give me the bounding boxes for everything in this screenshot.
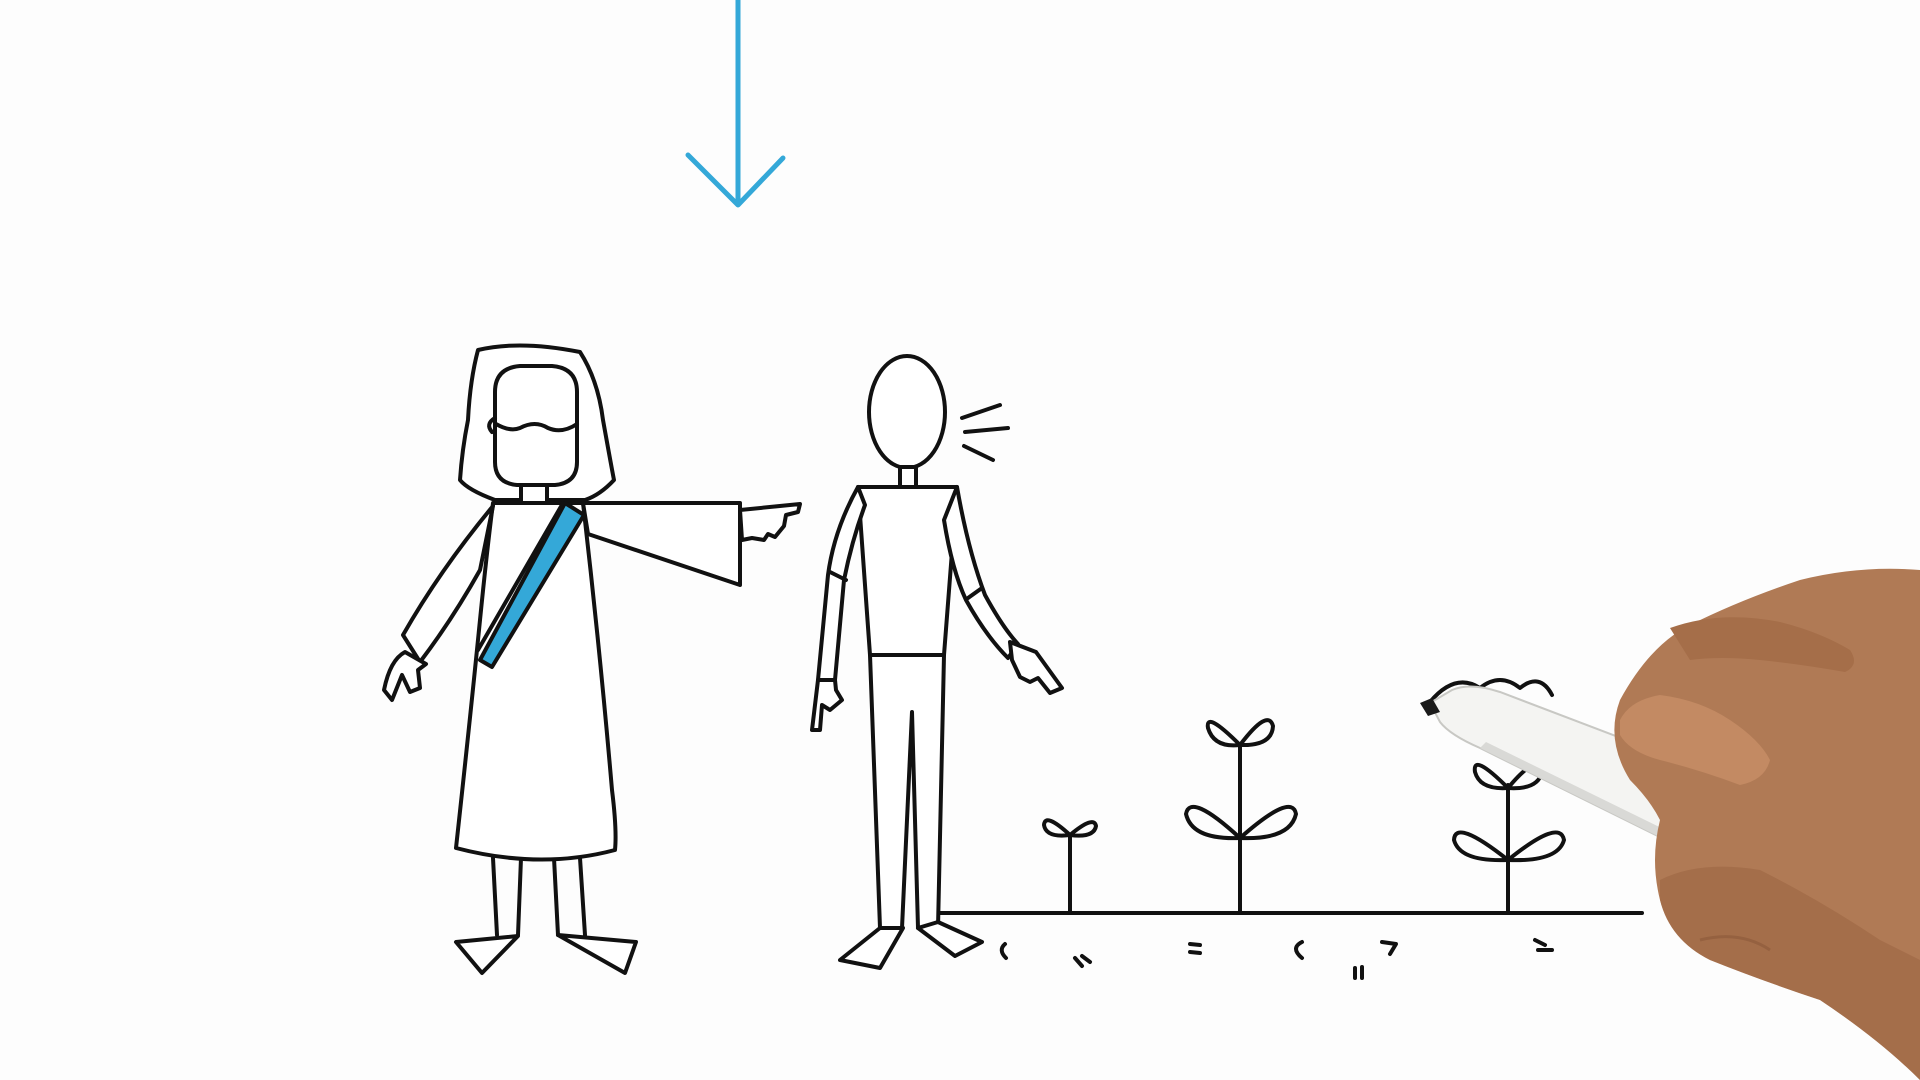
sash-edge bbox=[476, 501, 565, 652]
right-hand bbox=[1008, 640, 1064, 695]
torso bbox=[856, 485, 959, 657]
index-finger bbox=[1670, 617, 1854, 672]
ear bbox=[487, 416, 497, 434]
hand-holding-marker bbox=[1420, 568, 1920, 1080]
left-leg bbox=[491, 856, 523, 937]
right-foot bbox=[556, 933, 638, 975]
palm-shade bbox=[1660, 866, 1920, 1080]
pointing-hand bbox=[738, 502, 802, 542]
left-elbow bbox=[828, 570, 848, 582]
mustache bbox=[494, 422, 579, 433]
neck bbox=[519, 483, 549, 505]
neck bbox=[898, 465, 918, 489]
right-sleeve bbox=[581, 501, 742, 587]
robed-figure-pointing bbox=[382, 343, 802, 975]
left-hand bbox=[382, 650, 428, 702]
ground-marks bbox=[999, 938, 1554, 980]
down-arrow-icon bbox=[685, 0, 786, 208]
thumb bbox=[1620, 695, 1770, 785]
left-foot bbox=[838, 926, 905, 970]
right-leg bbox=[552, 856, 587, 937]
plant-sprouts bbox=[1042, 678, 1566, 915]
right-arm bbox=[942, 485, 1020, 660]
right-foot bbox=[916, 920, 984, 958]
medium-sprout bbox=[1184, 718, 1298, 915]
small-sprout bbox=[1042, 818, 1098, 915]
speech-lines bbox=[960, 403, 1010, 462]
head bbox=[867, 354, 947, 470]
right-elbow bbox=[966, 586, 984, 600]
left-arm bbox=[816, 485, 867, 682]
left-sleeve bbox=[401, 504, 495, 664]
sash bbox=[478, 501, 586, 669]
stick-figure-speaking bbox=[810, 354, 1064, 970]
left-hand bbox=[810, 678, 844, 732]
marker-tip bbox=[1420, 698, 1440, 716]
legs bbox=[868, 653, 946, 930]
robe bbox=[454, 501, 618, 862]
left-foot bbox=[454, 934, 520, 975]
